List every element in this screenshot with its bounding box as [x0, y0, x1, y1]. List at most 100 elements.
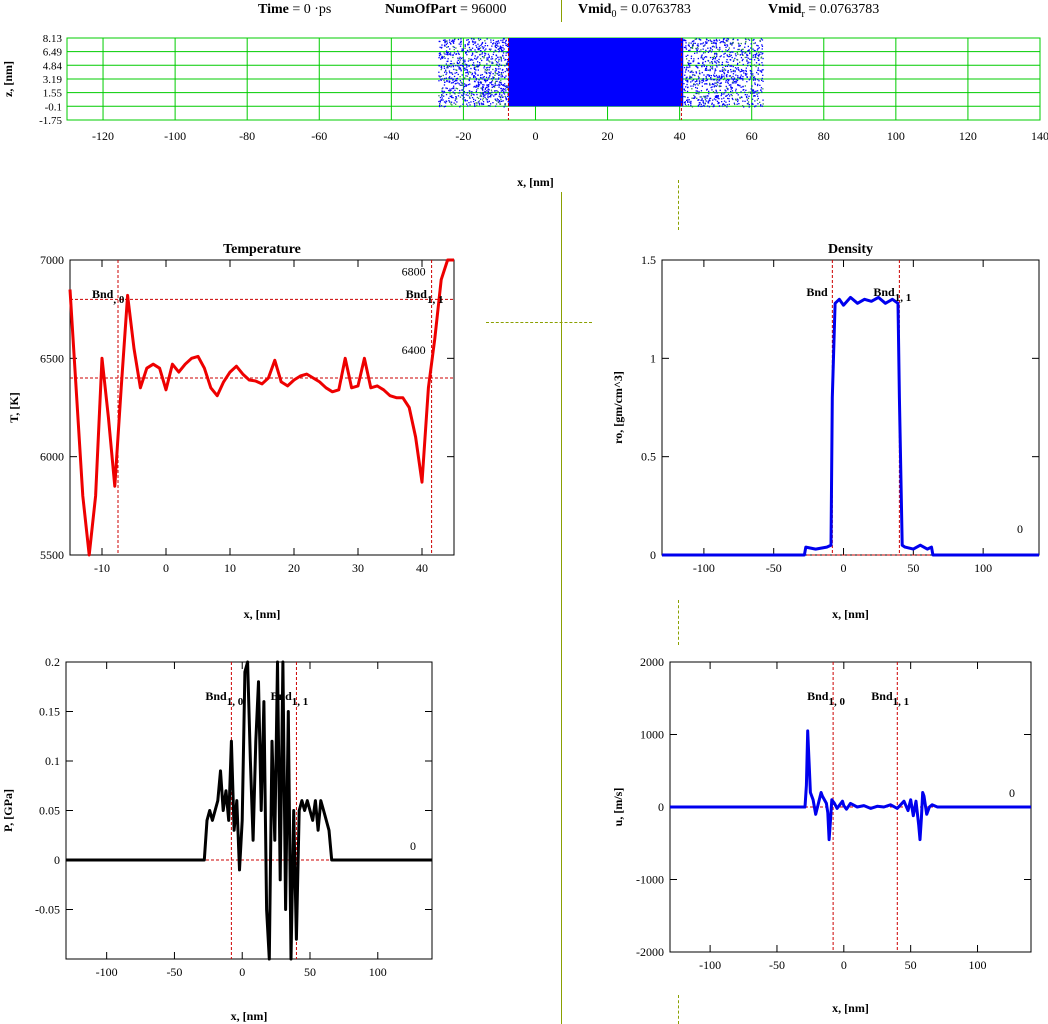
boundary-label: Bnd1, 0 — [205, 689, 243, 708]
y-tick-label: 8.13 — [43, 33, 63, 45]
x-tick-label: 100 — [369, 965, 387, 979]
x-tick-label: 100 — [974, 561, 992, 575]
x-tick-label: 0 — [841, 958, 847, 972]
numofpart-value: = 96000 — [460, 2, 507, 17]
y-tick-label: 6.49 — [43, 47, 63, 59]
x-axis-label: x, [nm] — [244, 607, 281, 621]
x-tick-label: 0 — [239, 965, 245, 979]
x-tick-label: 140 — [1031, 129, 1048, 143]
x-tick-label: 40 — [674, 129, 686, 143]
sparse-particle-cloud — [438, 38, 510, 108]
x-axis-label: x, [nm] — [231, 1009, 268, 1023]
x-tick-label: 10 — [224, 561, 236, 575]
y-tick-label: 1.55 — [43, 88, 63, 100]
y-axis-label: ro, [gm/cm^3] — [611, 371, 625, 444]
boundary-label: Bnd, 0 — [92, 287, 125, 306]
y-axis-label: z, [nm] — [1, 61, 15, 97]
boundary-label-subscript: 1, 1 — [895, 292, 912, 304]
plot-frame — [69, 259, 455, 556]
x-tick-label: 40 — [416, 561, 428, 575]
boundary-label: Bnd — [806, 285, 828, 299]
boundary-label-subscript: 1, 0 — [828, 696, 845, 708]
vmidr-label: Vmid — [768, 2, 802, 17]
boundary-label: Bnd1, 0 — [807, 689, 845, 708]
separator-tick-1 — [678, 180, 679, 230]
x-tick-label: 100 — [969, 958, 987, 972]
x-tick-label: 0 — [841, 561, 847, 575]
time-value: = 0 ·ps — [292, 2, 332, 17]
x-tick-label: -10 — [94, 561, 110, 575]
y-tick-label: 3.19 — [43, 74, 63, 86]
separator-tick-2 — [678, 600, 679, 645]
line-annotation: 0 — [1009, 786, 1015, 800]
chart-title: Density — [828, 242, 873, 257]
x-tick-label: -50 — [769, 958, 785, 972]
vmid0-label: Vmid — [578, 2, 612, 17]
y-tick-label: 2000 — [640, 655, 664, 669]
x-tick-label: -100 — [164, 129, 186, 143]
x-tick-label: 120 — [959, 129, 977, 143]
boundary-label: Bnd1, 1 — [406, 287, 444, 306]
y-tick-label: 0 — [658, 800, 664, 814]
boundary-label-subscript: 1, 0 — [227, 696, 244, 708]
x-tick-label: -20 — [455, 129, 471, 143]
boundary-label-subscript: 1, 1 — [893, 696, 910, 708]
pressure-chart: -100 -50 0 50 100 -0.05 0 0.05 0.1 0.15 0.2 x, [nm]… — [1, 655, 433, 1023]
y-tick-label: 5500 — [40, 548, 64, 562]
boundary-label-text: Bnd — [806, 285, 828, 299]
boundary-label: Bnd1, 1 — [873, 285, 911, 304]
y-tick-label: 1000 — [640, 728, 664, 742]
x-axis-label: x, [nm] — [832, 607, 869, 621]
vmid0-value: = 0.0763783 — [619, 2, 691, 17]
y-tick-label: 1.5 — [641, 253, 656, 267]
y-axis-label: P, [GPa] — [1, 789, 15, 832]
y-tick-label: 0.15 — [39, 705, 60, 719]
density-chart: Density -100 -50 0 50 100 0 0.5 1 1.5 x, [nm] ro, [… — [611, 242, 1040, 621]
y-tick-label: 0.2 — [45, 655, 60, 669]
vmidr-value: = 0.0763783 — [808, 2, 880, 17]
secondary-level-label: 6800 — [402, 264, 426, 278]
time-label: Time — [258, 2, 289, 17]
series-line — [662, 295, 1039, 557]
y-tick-label: 1 — [650, 351, 656, 365]
boundary-label: Bnd1, 1 — [270, 689, 308, 708]
vmidr-subscript: r — [801, 8, 805, 20]
boundary-label-subscript: 1, 1 — [427, 294, 444, 306]
line-annotation: 0 — [1017, 522, 1023, 536]
x-tick-label: -120 — [92, 129, 114, 143]
x-tick-label: 50 — [304, 965, 316, 979]
boundary-label-text: Bnd — [807, 689, 829, 703]
x-tick-label: 20 — [602, 129, 614, 143]
dense-particle-block — [508, 38, 684, 107]
y-tick-label: 7000 — [40, 253, 64, 267]
chart-title: Temperature — [223, 242, 301, 257]
y-tick-label: -1.75 — [39, 115, 62, 127]
boundary-label-text: Bnd — [92, 287, 114, 301]
x-axis-label: x, [nm] — [517, 175, 554, 189]
particle-chart: -120 -100 -80 -60 -40 -20 0 20 40 60 80 100 120 140 8.… — [1, 33, 1048, 189]
vmid0-readout: Vmid0 = 0.0763783 — [578, 2, 691, 20]
y-tick-label: 0 — [54, 853, 60, 867]
sparse-particle-cloud — [683, 38, 764, 108]
numofpart-label: NumOfPart — [385, 2, 457, 17]
secondary-level-label: 6400 — [402, 343, 426, 357]
line-annotation: 0 — [410, 839, 416, 853]
separator-tick-horizontal — [486, 322, 592, 323]
boundary-label-text: Bnd — [873, 285, 895, 299]
x-tick-label: 20 — [288, 561, 300, 575]
boundary-label: Bnd1, 1 — [871, 689, 909, 708]
x-tick-label: 50 — [905, 958, 917, 972]
x-tick-label: -100 — [693, 561, 715, 575]
header-separator-top — [561, 0, 562, 22]
x-axis-label: x, [nm] — [832, 1001, 869, 1015]
x-tick-label: 0 — [163, 561, 169, 575]
boundary-label-subscript: 1, 1 — [292, 696, 309, 708]
panel-separator-vertical — [561, 192, 562, 1024]
boundary-label-text: Bnd — [205, 689, 227, 703]
velocity-chart: -100 -50 0 50 100 -2000 -1000 0 1000 2000 x, [nm] u… — [611, 655, 1032, 1015]
x-tick-label: -60 — [311, 129, 327, 143]
x-tick-label: -50 — [166, 965, 182, 979]
vmid0-subscript: 0 — [611, 8, 617, 20]
y-axis-label: u, [m/s] — [611, 788, 625, 827]
